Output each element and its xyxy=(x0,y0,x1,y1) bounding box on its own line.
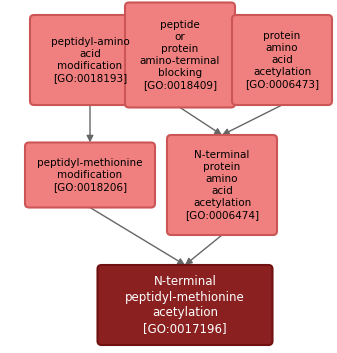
Text: protein
amino
acid
acetylation
[GO:0006473]: protein amino acid acetylation [GO:00064… xyxy=(245,31,319,89)
Text: peptidyl-amino
acid
modification
[GO:0018193]: peptidyl-amino acid modification [GO:001… xyxy=(51,37,129,83)
Text: N-terminal
peptidyl-methionine
acetylation
[GO:0017196]: N-terminal peptidyl-methionine acetylati… xyxy=(125,275,245,335)
Text: peptide
or
protein
amino-terminal
blocking
[GO:0018409]: peptide or protein amino-terminal blocki… xyxy=(140,20,220,90)
FancyBboxPatch shape xyxy=(125,2,235,108)
Text: peptidyl-methionine
modification
[GO:0018206]: peptidyl-methionine modification [GO:001… xyxy=(37,158,143,192)
FancyBboxPatch shape xyxy=(30,15,150,105)
Text: N-terminal
protein
amino
acid
acetylation
[GO:0006474]: N-terminal protein amino acid acetylatio… xyxy=(185,150,259,220)
FancyBboxPatch shape xyxy=(232,15,332,105)
FancyBboxPatch shape xyxy=(97,265,273,345)
FancyBboxPatch shape xyxy=(167,135,277,235)
FancyBboxPatch shape xyxy=(25,143,155,208)
